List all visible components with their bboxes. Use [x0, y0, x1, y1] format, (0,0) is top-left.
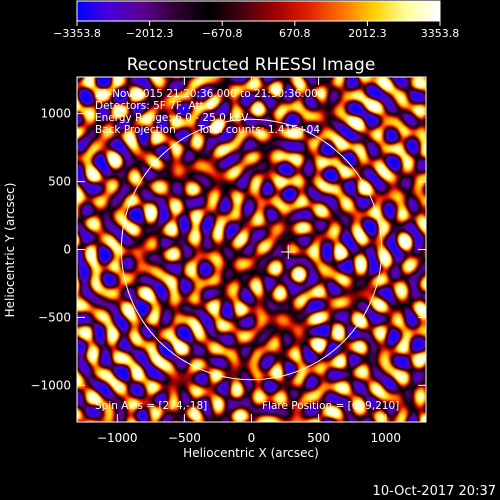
colorbar-tick-label: 670.8 — [279, 27, 311, 40]
y-tick-label: 1000 — [40, 107, 71, 121]
colorbar-tick-label: −2012.3 — [126, 27, 174, 40]
annotation-flare-position: Flare Position = [609,210] — [262, 400, 399, 412]
rhessi-image-raster — [77, 77, 426, 422]
colorbar-tick-label: 2012.3 — [348, 27, 387, 40]
flare-marker-cross — [281, 244, 296, 259]
annotation-spin-axis: Spin Axis = [274,-18] — [95, 400, 207, 412]
colorbar-tick-label: −670.8 — [202, 27, 243, 40]
colorbar-tick-label: −3353.8 — [53, 27, 101, 40]
x-tick-label: 1000 — [370, 431, 401, 445]
colorbar-gradient — [76, 0, 441, 22]
colorbar-tick-label: 3353.8 — [421, 27, 460, 40]
annotation-method: Back Projection — [95, 124, 176, 136]
y-axis: 1000 500 0 −500 −1000 — [30, 107, 426, 392]
chart-title: Reconstructed RHESSI Image — [127, 55, 376, 75]
y-tick-label: 500 — [48, 175, 71, 189]
annotation-energy-range: Energy Range: 6.0 - 25.0 keV — [95, 112, 249, 124]
annotation-detectors: Detectors: 5F 7F, Att 0 — [95, 100, 214, 112]
y-tick-label: −500 — [38, 310, 71, 324]
solar-limb-circle — [120, 118, 383, 381]
colorbar: −3353.8 −2012.3 −670.8 670.8 2012.3 3353.8 — [53, 0, 460, 40]
annotation-total-counts: Total counts: 1.41E+04 — [197, 124, 320, 136]
y-tick-label: −1000 — [30, 378, 71, 392]
timestamp: 10-Oct-2017 20:37 — [373, 484, 496, 499]
x-tick-label: 0 — [248, 431, 256, 445]
annotation-time-range: 21-Nov-2015 21:20:36.000 to 21:30:36.000 — [95, 88, 325, 100]
x-tick-label: 500 — [307, 431, 330, 445]
x-tick-label: −1000 — [97, 431, 138, 445]
x-axis: −1000 −500 0 500 1000 — [97, 77, 401, 445]
y-tick-label: 0 — [63, 243, 71, 257]
x-axis-label: Heliocentric X (arcsec) — [183, 446, 319, 460]
y-axis-label: Heliocentric Y (arcsec) — [3, 183, 17, 318]
x-tick-label: −500 — [168, 431, 201, 445]
